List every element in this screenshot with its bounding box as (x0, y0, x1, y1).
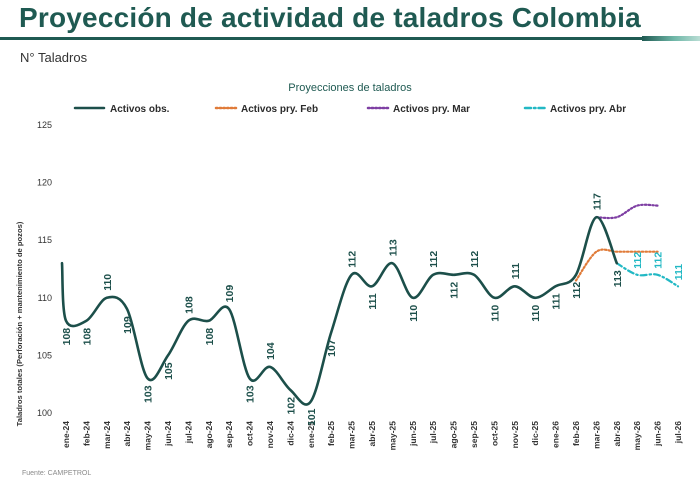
data-label: 111 (551, 293, 563, 310)
data-label: 108 (204, 328, 216, 346)
x-tick-label: dic-25 (530, 421, 540, 446)
x-tick-label: abr-25 (367, 421, 377, 447)
y-tick-label: 115 (38, 235, 52, 245)
data-label: 108 (81, 328, 93, 346)
data-label: 112 (571, 282, 583, 299)
data-label: 110 (489, 305, 501, 322)
x-tick-label: sep-24 (224, 421, 234, 448)
x-tick-label: ene-26 (551, 421, 561, 448)
y-tick-label: 100 (37, 408, 52, 418)
y-tick-label: 125 (37, 120, 52, 130)
x-tick-label: jul-24 (183, 421, 193, 444)
data-label-projection: 112 (632, 252, 644, 269)
data-label: 113 (387, 239, 399, 256)
data-label: 110 (530, 305, 542, 322)
y-tick-label: 110 (38, 293, 52, 303)
data-label: 112 (347, 251, 359, 268)
title-divider-accent (642, 36, 700, 41)
x-tick-label: ago-25 (449, 421, 459, 449)
series-feb-projection-line (574, 248, 659, 282)
data-label: 112 (469, 251, 481, 268)
data-label: 103 (143, 385, 155, 403)
data-label: 109 (122, 316, 134, 334)
data-label: 102 (285, 397, 297, 415)
x-tick-label: ene-25 (306, 421, 316, 448)
x-tick-label: feb-26 (571, 421, 581, 446)
data-label: 113 (612, 270, 624, 287)
chart-legend: Activos obs. Activos pry. Feb Activos pry.… (73, 104, 626, 115)
series-abr-projection-line (615, 262, 680, 288)
x-tick-label: jul-26 (673, 421, 683, 444)
title-divider (0, 37, 700, 40)
y-tick-label: 120 (37, 178, 52, 188)
data-label: 103 (245, 385, 257, 403)
data-label: 108 (61, 328, 73, 346)
x-tick-label: dic-24 (285, 421, 295, 446)
data-label: 105 (163, 362, 175, 380)
x-tick-label: ene-24 (61, 421, 71, 448)
x-tick-label: sep-25 (469, 421, 479, 448)
page-title: Proyección de actividad de taladros Colo… (19, 2, 641, 33)
x-tick-label: mar-26 (591, 421, 601, 449)
x-tick-label: oct-25 (489, 421, 499, 446)
x-tick-label: may-26 (632, 421, 642, 451)
data-label: 111 (510, 263, 522, 280)
page-subtitle: N° Taladros (20, 50, 88, 65)
data-label: 108 (183, 296, 195, 314)
y-tick-label: 105 (37, 350, 52, 360)
legend-label: Activos pry. Abr (550, 104, 626, 115)
data-label-projection: 112 (653, 252, 665, 269)
x-tick-label: mar-25 (347, 421, 357, 449)
data-label: 110 (408, 305, 420, 322)
data-label: 112 (428, 251, 440, 268)
x-tick-label: nov-25 (510, 421, 520, 449)
data-label: 101 (306, 408, 318, 426)
chart-title: Proyecciones de taladros (288, 82, 412, 94)
data-label: 110 (102, 274, 114, 291)
series-observed-line (60, 215, 619, 406)
x-tick-label: may-24 (143, 421, 153, 451)
legend-label: Activos pry. Feb (241, 104, 318, 115)
source-note: Fuente: CAMPETROL (22, 470, 92, 477)
data-label: 111 (367, 293, 379, 310)
x-tick-label: oct-24 (245, 421, 255, 446)
series-mar-projection-line (595, 203, 659, 220)
x-tick-label: may-25 (387, 421, 397, 451)
x-tick-label: nov-24 (265, 421, 275, 449)
x-tick-label: jun-26 (653, 421, 663, 447)
x-tick-label: mar-24 (102, 421, 112, 449)
x-tick-label: jul-25 (428, 421, 438, 444)
x-tick-label: jun-25 (408, 421, 418, 447)
x-tick-label: abr-26 (612, 421, 622, 447)
x-tick-label: jun-24 (163, 421, 173, 447)
y-axis-title: Taladros totales (Perforación + mantenim… (15, 221, 24, 426)
data-label: 117 (591, 193, 603, 210)
legend-label: Activos pry. Mar (393, 104, 470, 115)
data-label: 112 (449, 282, 461, 299)
x-tick-label: abr-24 (122, 421, 132, 447)
x-tick-label: ago-24 (204, 421, 214, 449)
data-label: 107 (326, 339, 338, 357)
data-label: 104 (265, 342, 277, 360)
legend-label: Activos obs. (110, 104, 170, 115)
x-tick-label: feb-24 (81, 421, 91, 446)
x-tick-label: feb-25 (326, 421, 336, 446)
data-label: 109 (224, 285, 236, 303)
data-label-projection: 111 (673, 264, 685, 281)
